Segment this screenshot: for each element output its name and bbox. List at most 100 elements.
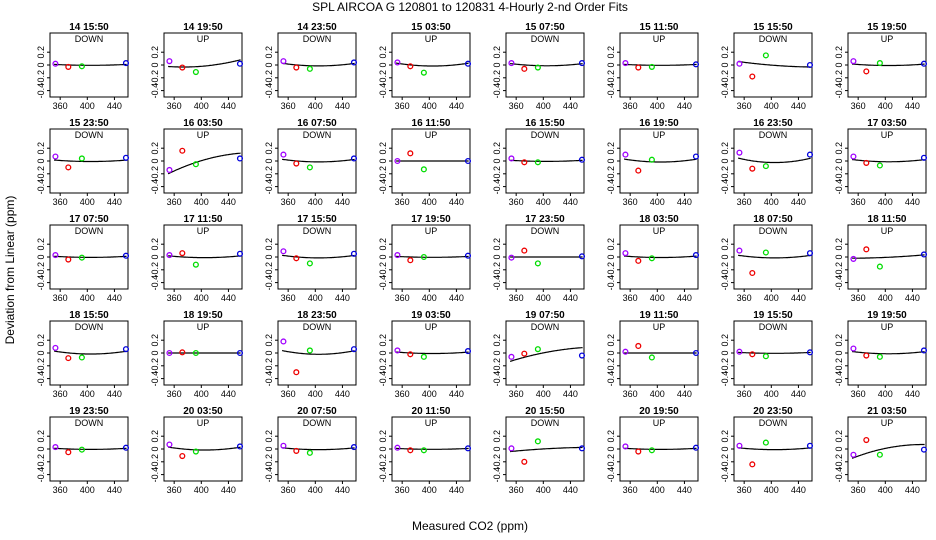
data-point [920, 446, 928, 453]
data-point [648, 63, 655, 70]
panel-title: 19 15:50 [753, 310, 793, 321]
y-tick-label: -0.2 [264, 70, 274, 86]
y-tick-label: -0.2 [150, 454, 160, 470]
x-tick-label: 440 [221, 293, 236, 303]
data-point [534, 159, 541, 166]
fit-curve [510, 446, 583, 453]
y-tick-label: -0.2 [378, 166, 388, 182]
panel-direction: UP [197, 418, 210, 428]
data-point [293, 369, 300, 376]
x-tick-label: 440 [677, 389, 692, 399]
y-tick-label: -0.4 [720, 179, 730, 195]
panel-direction: DOWN [531, 34, 560, 44]
x-tick-label: 440 [791, 293, 806, 303]
y-tick-label: -0.2 [36, 70, 46, 86]
x-tick-label: 400 [422, 197, 437, 207]
x-tick-label: 400 [764, 197, 779, 207]
y-tick-label: -0.4 [264, 179, 274, 195]
x-tick-label: 360 [851, 389, 866, 399]
panel-direction: UP [881, 418, 894, 428]
fit-curve [851, 443, 925, 459]
y-tick-label: 0.2 [264, 430, 274, 443]
data-point [293, 255, 300, 262]
data-point [65, 256, 72, 263]
x-tick-label: 440 [905, 101, 920, 111]
fit-curve [168, 255, 241, 259]
fit-curve [852, 254, 925, 259]
x-tick-label: 400 [650, 485, 665, 495]
y-tick-label: -0.2 [378, 262, 388, 278]
data-point [394, 59, 401, 66]
x-tick-label: 400 [650, 389, 665, 399]
data-point [622, 348, 629, 355]
x-tick-label: 360 [53, 389, 68, 399]
x-tick-label: 360 [167, 293, 182, 303]
x-tick-label: 360 [509, 485, 524, 495]
data-point [280, 151, 287, 158]
data-point [293, 160, 300, 167]
y-tick-label: -0.4 [36, 371, 46, 387]
fit-curve [510, 159, 583, 162]
y-tick-label: 0 [606, 446, 616, 451]
data-point [534, 260, 541, 267]
data-point [863, 68, 870, 75]
panel-title: 18 03:50 [639, 214, 679, 225]
x-tick-label: 360 [395, 389, 410, 399]
y-tick-label: -0.4 [36, 179, 46, 195]
fit-curve [510, 62, 583, 67]
y-tick-label: -0.4 [150, 83, 160, 99]
data-point [464, 60, 472, 67]
y-tick-label: -0.2 [720, 166, 730, 182]
data-point [52, 444, 59, 451]
y-tick-label: -0.2 [492, 454, 502, 470]
data-point [464, 445, 472, 452]
y-tick-label: 0 [264, 158, 274, 163]
x-tick-label: 440 [791, 485, 806, 495]
x-tick-label: 440 [563, 101, 578, 111]
y-tick-label: 0 [378, 158, 388, 163]
y-tick-label: 0.2 [378, 238, 388, 251]
y-tick-label: -0.2 [834, 358, 844, 374]
y-tick-label: 0.2 [606, 430, 616, 443]
y-tick-label: -0.2 [264, 358, 274, 374]
panel-title: 18 19:50 [183, 310, 223, 321]
data-point [521, 350, 528, 357]
data-point [122, 444, 130, 451]
data-point [635, 167, 642, 174]
y-tick-label: 0.2 [150, 238, 160, 251]
data-point [876, 451, 883, 458]
x-tick-label: 400 [878, 485, 893, 495]
x-tick-label: 360 [281, 389, 296, 399]
x-tick-label: 360 [851, 293, 866, 303]
panel-title: 18 11:50 [868, 214, 907, 225]
panel-title: 15 03:50 [411, 22, 451, 33]
data-point [850, 451, 857, 458]
x-tick-label: 360 [737, 197, 752, 207]
x-tick-label: 440 [107, 197, 122, 207]
y-tick-label: -0.4 [606, 179, 616, 195]
panel-title: 16 03:50 [183, 118, 223, 129]
data-point [306, 449, 313, 456]
y-tick-label: -0.2 [378, 358, 388, 374]
y-tick-label: 0.2 [36, 334, 46, 347]
y-tick-label: -0.4 [834, 179, 844, 195]
data-point [407, 257, 414, 264]
x-tick-label: 400 [536, 293, 551, 303]
fit-curve [54, 159, 127, 163]
y-tick-label: 0 [264, 350, 274, 355]
x-tick-label: 360 [395, 485, 410, 495]
x-tick-label: 360 [53, 485, 68, 495]
x-tick-label: 400 [308, 197, 323, 207]
data-point [876, 162, 883, 169]
data-point [749, 73, 756, 80]
panel-direction: DOWN [759, 130, 788, 140]
data-point [65, 355, 72, 362]
x-tick-label: 400 [878, 197, 893, 207]
